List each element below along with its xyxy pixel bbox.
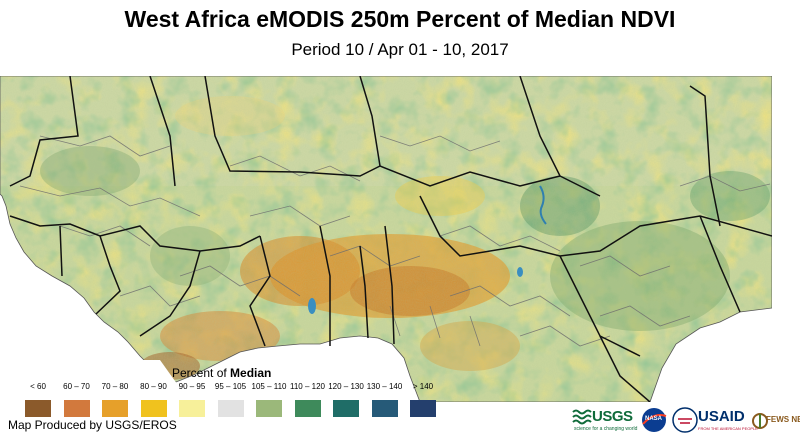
- legend-swatch: [63, 400, 90, 417]
- legend-swatch: [25, 400, 51, 417]
- legend-class-2: 70 – 80: [95, 381, 135, 417]
- legend-class-5: 95 – 105: [211, 381, 251, 417]
- legend-class-0: < 60: [18, 381, 58, 417]
- usaid-logo: USAID FROM THE AMERICAN PEOPLE: [672, 406, 758, 436]
- legend-title-prefix: Percent of: [172, 366, 227, 380]
- legend-class-label: 130 – 140: [366, 382, 403, 391]
- legend-class-label: 80 – 90: [140, 382, 167, 391]
- legend-swatch: [256, 400, 282, 417]
- legend-title-bold: Median: [230, 366, 272, 380]
- legend-class-4: 90 – 95: [172, 381, 212, 417]
- usgs-wordmark: USGS: [592, 408, 633, 425]
- nasa-wordmark: NASA: [645, 416, 663, 422]
- legend-class-6: 105 – 110: [249, 381, 289, 417]
- fews-net-logo: FEWS NET: [752, 406, 800, 436]
- legend-swatch: [410, 400, 436, 417]
- usaid-tagline: FROM THE AMERICAN PEOPLE: [698, 426, 758, 431]
- legend-swatch: [294, 400, 321, 417]
- legend-class-label: 90 – 95: [178, 382, 206, 391]
- legend-class-label: 95 – 105: [214, 382, 247, 391]
- legend-class-3: 80 – 90: [134, 381, 174, 417]
- legend-class-1: 60 – 70: [57, 381, 97, 417]
- legend-swatch: [179, 400, 205, 417]
- legend-class-9: 130 – 140: [365, 381, 405, 417]
- usgs-tagline: science for a changing world: [574, 426, 638, 432]
- usaid-wordmark: USAID: [698, 408, 745, 425]
- legend-class-label: 120 – 130: [328, 382, 364, 391]
- nasa-logo: NASA: [640, 406, 668, 436]
- legend-swatch: [371, 400, 398, 417]
- map-subtitle: Period 10 / Apr 01 - 10, 2017: [291, 40, 509, 59]
- map-credit: Map Produced by USGS/EROS: [8, 418, 177, 432]
- legend-swatch: [333, 400, 359, 417]
- legend-class-label: < 60: [30, 382, 46, 391]
- legend-class-8: 120 – 130: [326, 381, 366, 417]
- legend-class-10: > 140: [403, 381, 443, 417]
- legend-class-label: 105 – 110: [251, 382, 287, 391]
- ndvi-map: [0, 76, 772, 402]
- usgs-logo: USGS science for a changing world: [572, 406, 638, 436]
- legend-class-label: 110 – 120: [290, 382, 325, 391]
- map-title: West Africa eMODIS 250m Percent of Media…: [124, 6, 676, 32]
- legend-class-7: 110 – 120: [288, 381, 328, 417]
- legend-swatch: [102, 400, 128, 417]
- legend-class-label: > 140: [412, 382, 434, 391]
- legend-swatch: [140, 400, 167, 417]
- legend-class-label: 70 – 80: [101, 382, 129, 391]
- fews-net-wordmark: FEWS NET: [766, 415, 800, 424]
- legend-class-label: 60 – 70: [63, 382, 90, 391]
- legend-title: Percent of Median: [172, 366, 271, 380]
- legend-swatch: [217, 400, 244, 417]
- partner-logos: USGS science for a changing world NASA U…: [572, 406, 800, 436]
